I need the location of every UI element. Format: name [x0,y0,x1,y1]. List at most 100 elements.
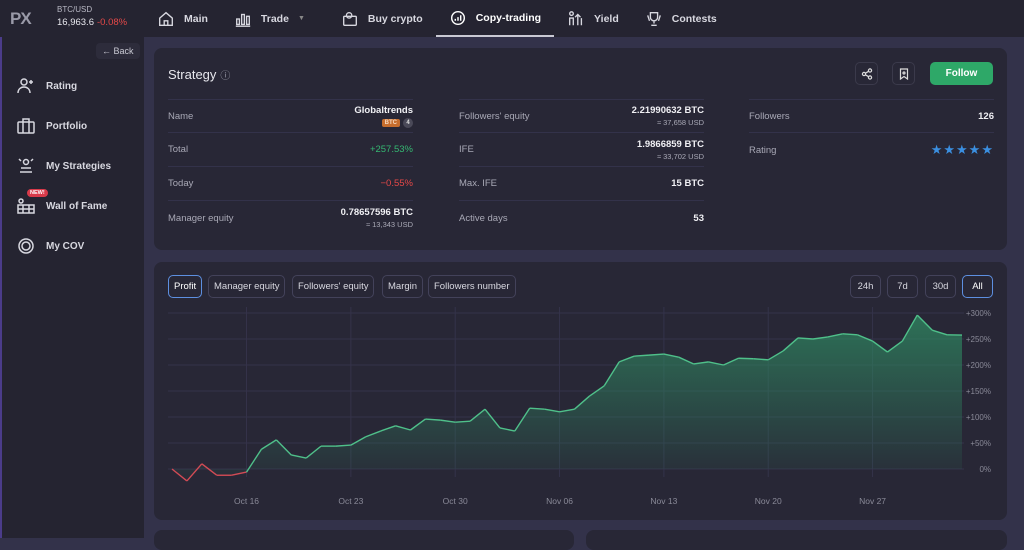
ticker-pair: BTC/USD [57,5,127,14]
top-bar: PX BTC/USD 16,963.6-0.08% Main Trade ▼ Bu… [0,0,1024,37]
rating-stars: ★★★★★ [931,142,994,158]
user-plus-icon [16,76,36,96]
bottom-card-left [154,530,574,550]
nav-buy-crypto[interactable]: Buy crypto [328,0,436,37]
y-tick-label: +150% [966,387,991,396]
nav-contests[interactable]: Contests [632,0,730,37]
y-tick-label: +100% [966,413,991,422]
bookmark-icon [898,68,910,80]
label: Total [168,144,188,155]
label: Followers' equity [459,111,529,122]
value: 126 [978,111,994,122]
y-tick-label: +50% [970,439,991,448]
label: IFE [459,144,474,155]
value: 53 [693,213,704,224]
usd-value: ≈ 33,702 USD [637,152,704,161]
bottom-card-right [586,530,1007,550]
ticker-price: 16,963.6 [57,17,94,28]
home-icon [157,10,175,28]
nav-yield[interactable]: Yield [554,0,632,37]
sidebar: ← Back Rating Portfolio My Strategies NE… [0,37,144,538]
sidebar-label: My Strategies [46,161,111,172]
ticker-change: -0.08% [97,17,127,28]
arrow-left-icon: ← [102,46,114,56]
x-tick-label: Oct 16 [234,496,259,506]
count-badge: 4 [403,118,413,128]
x-tick-label: Nov 13 [650,496,677,506]
info-icon[interactable]: ⓘ [220,71,230,82]
back-label: Back [114,46,134,56]
nav-label: Copy-trading [476,12,541,24]
chart-card: Profit Manager equity Followers' equity … [154,262,1007,520]
nav-label: Yield [594,13,619,25]
profit-chart[interactable]: 0% +50% +100% +150% +200% +250% +300% Oct 16 Oct… [154,262,1007,520]
strategy-name[interactable]: Globaltrends [354,105,413,116]
row-total: Total +257.53% [168,133,413,167]
label: Followers [749,111,790,122]
follow-button[interactable]: Follow [930,62,993,85]
value: 15 BTC [671,178,704,189]
value: −0.55% [381,178,414,189]
strategies-icon [16,156,36,176]
bookmark-button[interactable] [892,62,915,85]
trophy-icon [645,10,663,28]
label: Today [168,178,193,189]
nav-copy-trading[interactable]: Copy-trading [436,0,554,37]
row-rating: Rating ★★★★★ [749,133,994,167]
strategy-title: Strategy ⓘ [168,67,230,82]
label: Name [168,111,193,122]
sidebar-item-portfolio[interactable]: Portfolio [16,116,87,136]
x-tick-label: Oct 23 [338,496,363,506]
logo[interactable]: PX [10,9,31,29]
sidebar-item-my-cov[interactable]: My COV [16,236,84,256]
profit-line-segment [738,358,753,359]
y-tick-label: +300% [966,309,991,318]
nav-label: Buy crypto [368,13,423,25]
row-max-ife: Max. IFE 15 BTC [459,167,704,201]
nav-label: Trade [261,13,289,25]
nav-main[interactable]: Main [144,0,221,37]
row-followers-equity: Followers' equity 2.21990632 BTC ≈ 37,658 … [459,99,704,133]
value: 1.9866859 BTC [637,139,704,150]
sidebar-label: Wall of Fame [46,201,107,212]
row-ife: IFE 1.9866859 BTC ≈ 33,702 USD [459,133,704,167]
ticker[interactable]: BTC/USD 16,963.6-0.08% [57,5,127,28]
currency-badge: BTC [382,119,400,127]
wallet-icon [341,10,359,28]
usd-value: ≈ 37,658 USD [632,118,704,127]
sidebar-label: Portfolio [46,121,87,132]
back-button[interactable]: ← Back [96,43,140,59]
y-tick-label: 0% [979,465,991,474]
usd-value: ≈ 13,343 USD [341,220,413,229]
share-icon [861,68,873,80]
label: Max. IFE [459,178,497,189]
sidebar-label: Rating [46,81,77,92]
y-tick-label: +200% [966,361,991,370]
x-tick-label: Nov 27 [859,496,886,506]
sidebar-item-rating[interactable]: Rating [16,76,77,96]
nav-trade[interactable]: Trade ▼ [221,0,318,37]
y-tick-label: +250% [966,335,991,344]
page-title: Strategy [168,67,216,82]
bar-chart-icon [234,10,252,28]
sidebar-item-wall-of-fame[interactable]: NEW!Wall of Fame [16,196,107,216]
x-tick-label: Oct 30 [443,496,468,506]
x-tick-label: Nov 06 [546,496,573,506]
yield-icon [567,10,585,28]
main-nav: Main Trade ▼ Buy crypto Copy-trading Yiel… [144,0,730,37]
row-today: Today −0.55% [168,167,413,201]
nav-label: Contests [672,13,717,25]
value: +257.53% [370,144,413,155]
share-button[interactable] [855,62,878,85]
cov-icon [16,236,36,256]
label: Rating [749,145,776,156]
chevron-down-icon: ▼ [298,15,305,22]
row-followers: Followers 126 [749,99,994,133]
new-badge: NEW! [27,189,48,197]
sidebar-item-my-strategies[interactable]: My Strategies [16,156,111,176]
profit-area [172,315,962,481]
value: 2.21990632 BTC [632,105,704,116]
sidebar-label: My COV [46,241,84,252]
